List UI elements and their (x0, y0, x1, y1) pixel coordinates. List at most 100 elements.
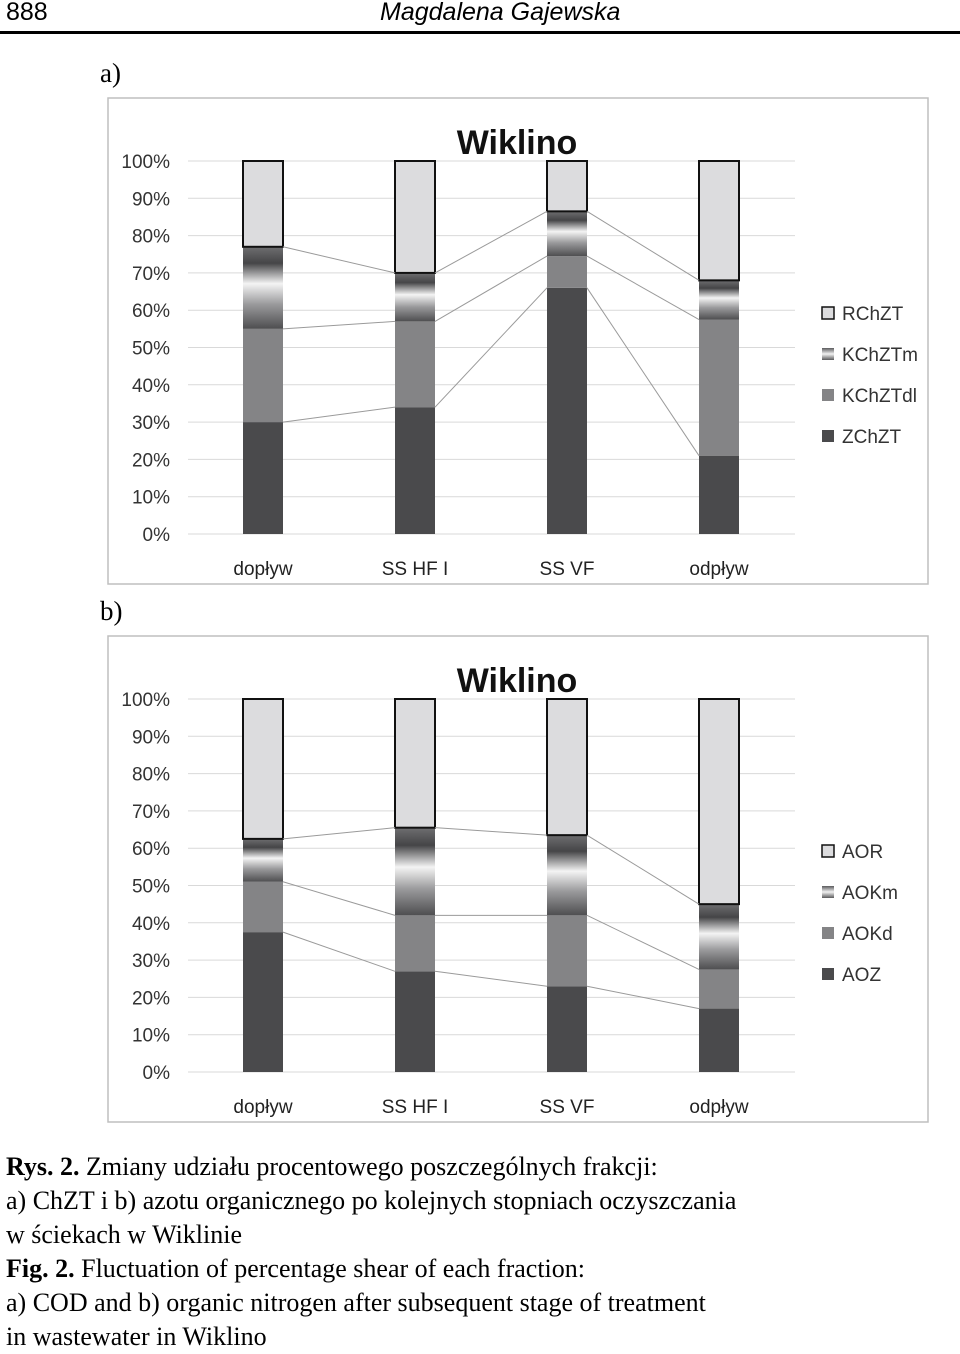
y-tick-label: 90% (132, 189, 170, 210)
series-connector-line (586, 210, 700, 281)
legend-label: KChZTdl (842, 386, 917, 407)
bar-segment-aokm (699, 904, 739, 970)
legend-label: AOZ (842, 965, 881, 986)
bar-segment-rchzt (242, 160, 284, 248)
legend-swatch (821, 844, 835, 858)
panel-label-a: a) (100, 58, 121, 88)
bar-segment-aokd (395, 915, 435, 972)
y-tick-label: 20% (132, 988, 170, 1009)
caption-english-line-2: a) COD and b) organic nitrogen after sub… (6, 1288, 706, 1317)
bar-segment-zchzt (243, 422, 283, 534)
caption-english-line-3: in wastewater in Wiklino (6, 1322, 267, 1351)
chart-title: Wiklino (457, 662, 578, 700)
caption-polish-line-3: w ściekach w Wiklinie (6, 1220, 243, 1249)
y-tick-label: 30% (132, 413, 170, 434)
series-connector-line (434, 287, 548, 408)
series-connector-line (282, 246, 396, 274)
chart-panel-b: 0% 10% 20% 30% 40% 50% 60% 70% 80% 90% 100% Wiklino… (107, 635, 929, 1123)
bar-segment-kchztm (699, 280, 739, 320)
bar-segment-zchzt (395, 407, 435, 534)
bar-segment-zchzt (699, 455, 739, 534)
caption-fig-text: Fluctuation of percentage shear of each … (74, 1254, 585, 1283)
legend-swatch (821, 306, 835, 320)
series-connector-line (282, 931, 396, 972)
bar-segment-aokd (243, 881, 283, 933)
caption-polish-line-1: Rys. 2. Zmiany udziału procentowego posz… (6, 1150, 956, 1184)
bar-segment-aor (394, 698, 436, 829)
chart-title: Wiklino (457, 124, 578, 162)
x-category-label: SS VF (540, 559, 595, 580)
bar-segment-kchztdl (547, 256, 587, 288)
x-category-label: SS VF (540, 1097, 595, 1118)
bar-segment-kchztdl (699, 319, 739, 456)
chart-frame (107, 635, 929, 1123)
bar-segment-kchztdl (395, 321, 435, 408)
y-tick-label: 0% (143, 525, 171, 546)
x-category-label: odpływ (689, 559, 748, 580)
bar-segment-kchztm (547, 211, 587, 257)
page-header: 888 Magdalena Gajewska (0, 0, 960, 36)
x-category-label: dopływ (233, 559, 292, 580)
caption-english-line-1: Fig. 2. Fluctuation of percentage shear … (6, 1252, 956, 1286)
caption-fig-label: Fig. 2. (6, 1254, 75, 1283)
legend-swatch (822, 968, 834, 980)
bar-segment-kchztm (395, 272, 435, 322)
x-category-label: dopływ (233, 1097, 292, 1118)
series-connector-line (586, 985, 700, 1010)
bar-segment-rchzt (698, 160, 740, 282)
legend-label: RChZT (842, 304, 904, 325)
bar-segment-aoz (395, 971, 435, 1072)
series-connector-line (434, 970, 548, 987)
bar-segment-aokm (243, 838, 283, 882)
bar-segment-aoz (243, 932, 283, 1072)
y-tick-label: 10% (132, 1026, 170, 1047)
legend-swatch (822, 389, 834, 401)
y-tick-label: 40% (132, 376, 170, 397)
legend-swatch (822, 927, 834, 939)
panel-label-b: b) (100, 596, 123, 626)
legend-swatch (822, 430, 834, 442)
bar-segment-aor (546, 698, 588, 837)
figure-caption: Rys. 2. Zmiany udziału procentowego posz… (6, 1150, 956, 1354)
bar-segment-kchztm (243, 246, 283, 329)
bar-segment-kchztdl (243, 328, 283, 423)
legend-swatch (822, 886, 834, 898)
y-tick-label: 80% (132, 765, 170, 786)
chart-frame (107, 97, 929, 585)
bar-segment-aokd (699, 969, 739, 1009)
bar-segment-aokd (547, 915, 587, 987)
bar-segment-aoz (547, 986, 587, 1072)
bar-segment-aor (698, 698, 740, 906)
x-category-label: SS HF I (382, 559, 449, 580)
y-tick-label: 100% (121, 690, 170, 711)
bar-segment-rchzt (394, 160, 436, 274)
y-tick-label: 60% (132, 839, 170, 860)
series-connector-line (586, 834, 700, 905)
series-connector-line (586, 914, 700, 970)
bar-segment-aokm (547, 835, 587, 916)
y-tick-label: 100% (121, 152, 170, 173)
y-tick-label: 40% (132, 914, 170, 935)
series-connector-line (586, 287, 700, 456)
series-connector-line (434, 255, 548, 322)
page-number: 888 (6, 0, 48, 26)
y-tick-label: 30% (132, 951, 170, 972)
bar-segment-aor (242, 698, 284, 840)
y-tick-label: 60% (132, 301, 170, 322)
legend-label: ZChZT (842, 427, 902, 448)
series-connector-line (282, 320, 396, 330)
series-connector-line (434, 210, 548, 274)
series-connector-line (282, 881, 396, 916)
legend-swatch (822, 348, 834, 360)
chart-panel-a: 0% 10% 20% 30% 40% 50% 60% 70% 80% 90% 100% Wiklino… (107, 97, 929, 585)
bar-segment-zchzt (547, 287, 587, 534)
y-tick-label: 50% (132, 339, 170, 360)
y-tick-label: 0% (143, 1063, 171, 1084)
author-name: Magdalena Gajewska (380, 0, 621, 26)
y-tick-label: 70% (132, 802, 170, 823)
caption-rys-text: Zmiany udziału procentowego poszczególny… (79, 1152, 658, 1181)
y-tick-label: 10% (132, 488, 170, 509)
legend-label: AOKm (842, 883, 898, 904)
bar-segment-aoz (699, 1008, 739, 1072)
series-connector-line (282, 827, 396, 840)
